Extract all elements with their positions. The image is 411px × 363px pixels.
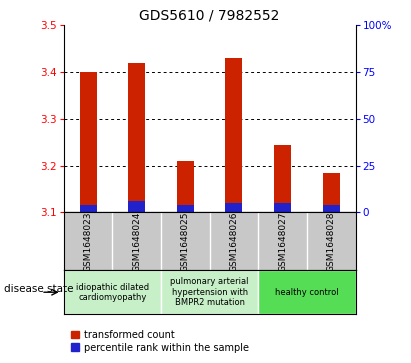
Text: disease state: disease state xyxy=(4,284,74,294)
Bar xyxy=(128,63,145,212)
Bar xyxy=(225,58,242,212)
Bar xyxy=(323,173,340,212)
Text: GSM1648026: GSM1648026 xyxy=(229,211,238,272)
Bar xyxy=(258,270,356,314)
Text: GSM1648025: GSM1648025 xyxy=(181,211,190,272)
Text: GSM1648027: GSM1648027 xyxy=(278,211,287,272)
Text: idiopathic dilated
cardiomyopathy: idiopathic dilated cardiomyopathy xyxy=(76,282,149,302)
Bar xyxy=(64,270,161,314)
Bar xyxy=(225,203,242,212)
Text: healthy control: healthy control xyxy=(275,288,339,297)
Bar xyxy=(274,144,291,212)
Text: GSM1648024: GSM1648024 xyxy=(132,211,141,272)
Bar xyxy=(79,205,97,212)
Bar xyxy=(128,201,145,212)
Bar xyxy=(79,72,97,212)
Bar xyxy=(323,205,340,212)
Bar xyxy=(161,270,258,314)
Bar xyxy=(274,203,291,212)
Text: pulmonary arterial
hypertension with
BMPR2 mutation: pulmonary arterial hypertension with BMP… xyxy=(171,277,249,307)
Title: GDS5610 / 7982552: GDS5610 / 7982552 xyxy=(139,9,280,23)
Legend: transformed count, percentile rank within the sample: transformed count, percentile rank withi… xyxy=(69,328,251,355)
Bar xyxy=(177,205,194,212)
Bar xyxy=(177,161,194,212)
Text: GSM1648023: GSM1648023 xyxy=(83,211,92,272)
Text: GSM1648028: GSM1648028 xyxy=(327,211,336,272)
